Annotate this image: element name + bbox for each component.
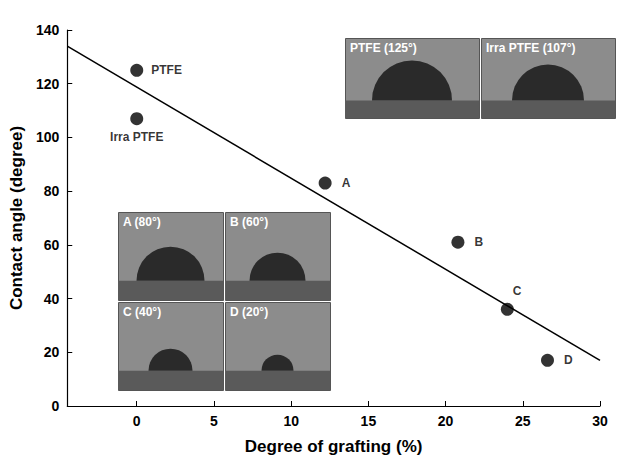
svg-text:15: 15	[361, 413, 377, 429]
svg-text:5: 5	[210, 413, 218, 429]
svg-text:Irra PTFE (107°): Irra PTFE (107°)	[486, 41, 576, 55]
svg-text:60: 60	[44, 237, 60, 253]
svg-text:20: 20	[438, 413, 454, 429]
svg-text:A: A	[342, 176, 351, 190]
svg-text:PTFE: PTFE	[151, 63, 182, 77]
svg-text:B (60°): B (60°)	[230, 215, 268, 229]
svg-text:D: D	[564, 353, 573, 367]
svg-text:140: 140	[36, 22, 60, 38]
svg-text:Degree of grafting (%): Degree of grafting (%)	[245, 437, 423, 456]
svg-text:25: 25	[515, 413, 531, 429]
svg-text:0: 0	[133, 413, 141, 429]
svg-text:Irra PTFE: Irra PTFE	[110, 130, 163, 144]
svg-text:C: C	[513, 284, 522, 298]
svg-text:B: B	[474, 235, 483, 249]
svg-text:20: 20	[44, 344, 60, 360]
svg-text:0: 0	[51, 398, 59, 414]
svg-text:30: 30	[592, 413, 608, 429]
svg-text:PTFE (125°): PTFE (125°)	[350, 41, 417, 55]
svg-text:D (20°): D (20°)	[230, 305, 268, 319]
svg-text:C (40°): C (40°)	[123, 305, 161, 319]
svg-text:A (80°): A (80°)	[123, 215, 161, 229]
svg-text:80: 80	[44, 183, 60, 199]
svg-text:Contact angle (degree): Contact angle (degree)	[7, 126, 26, 310]
svg-text:120: 120	[36, 76, 60, 92]
svg-text:100: 100	[36, 129, 60, 145]
svg-text:10: 10	[283, 413, 299, 429]
svg-text:40: 40	[44, 291, 60, 307]
